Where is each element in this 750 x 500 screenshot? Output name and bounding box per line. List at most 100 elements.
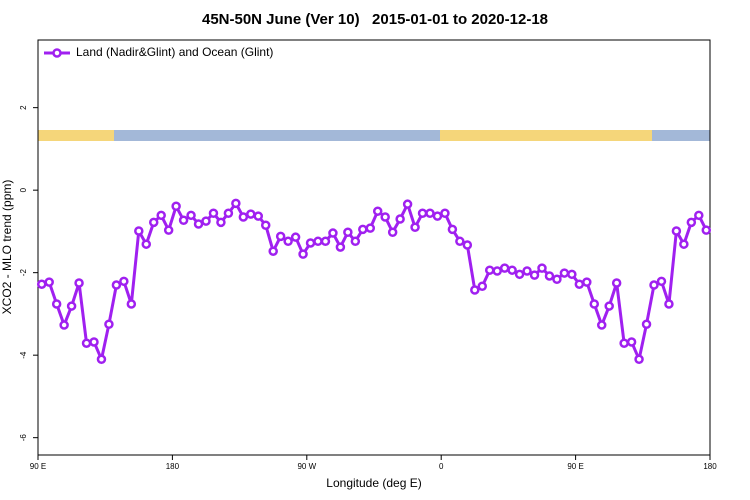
land-ocean-strip (38, 130, 710, 141)
data-point (246, 209, 256, 219)
data-point (410, 222, 420, 233)
data-point (298, 249, 308, 259)
data-point (81, 338, 92, 348)
data-point (649, 280, 659, 290)
x-tick-label: 0 (439, 462, 444, 471)
data-point (694, 210, 704, 221)
data-point (582, 277, 592, 287)
data-point (275, 231, 286, 242)
data-point (59, 320, 69, 330)
data-point (529, 270, 540, 280)
data-point (119, 276, 129, 287)
data-point (395, 214, 405, 224)
data-point (499, 263, 510, 273)
data-point (656, 276, 667, 287)
y-tick-label: -6 (19, 434, 28, 442)
data-point (253, 211, 264, 221)
data-point (619, 338, 629, 348)
chart-title: 45N-50N June (Ver 10) 2015-01-01 to 2020… (202, 11, 548, 28)
data-point (313, 236, 323, 247)
data-point (522, 266, 532, 276)
data-point (163, 225, 174, 235)
data-point (641, 319, 652, 329)
land-band (38, 130, 114, 141)
data-point (634, 354, 644, 365)
data-point (141, 239, 152, 249)
data-point (126, 299, 137, 309)
x-tick-label: 90 E (567, 462, 583, 471)
data-point (260, 220, 271, 230)
data-point (679, 239, 689, 249)
data-point (148, 217, 159, 228)
data-point (671, 226, 682, 236)
y-axis-label: XCO2 - MLO trend (ppm) (0, 180, 14, 315)
data-point (567, 269, 577, 280)
data-point (380, 212, 390, 222)
ocean-band (38, 130, 710, 141)
data-point (455, 236, 465, 247)
data-point (111, 280, 122, 290)
data-point (470, 285, 480, 295)
data-point (350, 236, 361, 247)
data-point (51, 299, 62, 309)
data-point (544, 271, 555, 281)
data-point (231, 198, 241, 209)
data-point (537, 263, 547, 273)
data-point (477, 281, 488, 292)
data-point (574, 279, 585, 289)
data-point (216, 217, 226, 228)
plot-frame (37, 39, 711, 456)
data-point (335, 242, 346, 252)
data-point (664, 299, 674, 309)
data-point (320, 236, 331, 247)
data-point (686, 217, 697, 228)
x-axis-label: Longitude (deg E) (326, 476, 421, 490)
data-point (208, 208, 219, 219)
legend-marker (52, 48, 62, 58)
data-point (372, 206, 383, 216)
x-tick-label: 180 (166, 462, 180, 471)
data-point (96, 354, 107, 365)
data-point (589, 299, 600, 309)
data-point (201, 216, 211, 226)
data-point (290, 232, 301, 242)
y-tick-label: -2 (19, 269, 28, 277)
data-point (417, 208, 428, 219)
data-point (447, 224, 458, 235)
data-point (402, 199, 413, 209)
data-point (492, 266, 502, 276)
data-point (440, 208, 450, 219)
data-point (462, 240, 473, 250)
x-tick-label: 90 W (297, 462, 316, 471)
data-point (626, 337, 637, 347)
data-point (552, 274, 562, 285)
data-point (156, 210, 166, 221)
data-point (484, 265, 495, 275)
data-point (283, 236, 293, 247)
data-point (514, 269, 525, 280)
data-point (44, 277, 54, 287)
data-point (596, 320, 607, 330)
data-point (186, 210, 196, 221)
data-point (507, 265, 517, 275)
data-point (178, 215, 189, 226)
data-point (611, 278, 622, 288)
data-point (193, 219, 204, 229)
data-point (171, 201, 181, 211)
data-point (701, 225, 712, 235)
data-point (238, 212, 249, 222)
x-tick-label: 90 E (30, 462, 46, 471)
data-point (365, 223, 376, 233)
data-point (89, 337, 99, 347)
data-point (425, 208, 435, 219)
y-tick-label: -4 (19, 351, 28, 359)
data-point (66, 301, 77, 311)
data-point (387, 227, 398, 237)
y-tick-label: 2 (19, 105, 28, 110)
data-point (305, 238, 316, 248)
data-point (104, 319, 114, 329)
data-point (604, 301, 614, 311)
data-point (223, 208, 234, 219)
data-point (36, 279, 47, 289)
